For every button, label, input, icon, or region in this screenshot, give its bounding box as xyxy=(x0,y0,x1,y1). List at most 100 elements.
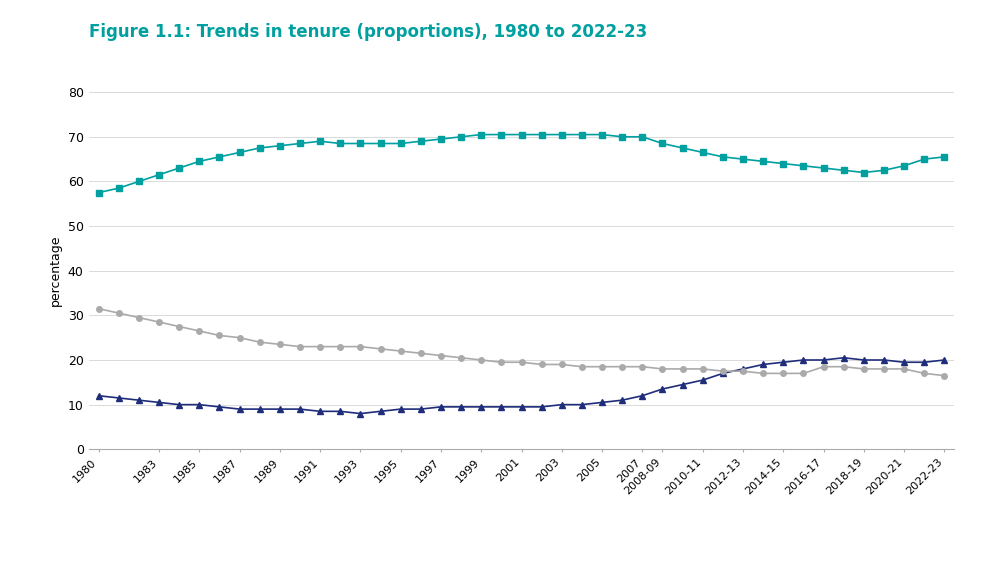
all owner occupiers xyxy=(697,149,708,156)
social renters xyxy=(92,305,104,312)
all owner occupiers xyxy=(858,169,870,176)
social renters xyxy=(496,359,508,366)
private renters xyxy=(496,403,508,410)
private renters xyxy=(656,385,668,392)
social renters xyxy=(616,363,628,370)
all owner occupiers xyxy=(314,138,326,145)
social renters xyxy=(858,366,870,373)
all owner occupiers xyxy=(133,178,145,185)
all owner occupiers xyxy=(92,189,104,196)
private renters xyxy=(596,399,608,406)
all owner occupiers xyxy=(214,153,225,160)
social renters xyxy=(637,363,648,370)
social renters xyxy=(133,314,145,321)
social renters xyxy=(194,328,206,335)
social renters xyxy=(818,363,830,370)
private renters xyxy=(113,395,125,401)
all owner occupiers xyxy=(837,167,849,174)
private renters xyxy=(616,397,628,404)
social renters xyxy=(274,341,285,348)
all owner occupiers xyxy=(637,133,648,140)
social renters xyxy=(758,370,769,377)
all owner occupiers xyxy=(677,145,689,151)
private renters xyxy=(939,357,951,363)
all owner occupiers xyxy=(576,131,587,138)
all owner occupiers xyxy=(113,185,125,192)
private renters xyxy=(918,359,930,366)
private renters xyxy=(475,403,487,410)
all owner occupiers xyxy=(818,165,830,172)
all owner occupiers xyxy=(294,140,306,147)
all owner occupiers xyxy=(475,131,487,138)
all owner occupiers xyxy=(154,171,165,178)
private renters xyxy=(737,366,749,373)
all owner occupiers xyxy=(918,156,930,162)
private renters xyxy=(354,410,366,417)
social renters xyxy=(173,323,185,330)
social renters xyxy=(435,352,447,359)
social renters xyxy=(314,343,326,350)
all owner occupiers xyxy=(758,158,769,165)
private renters xyxy=(194,401,206,408)
private renters xyxy=(294,406,306,412)
private renters xyxy=(637,392,648,399)
all owner occupiers xyxy=(516,131,527,138)
Y-axis label: percentage: percentage xyxy=(49,235,62,306)
private renters xyxy=(154,399,165,406)
private renters xyxy=(456,403,467,410)
social renters xyxy=(233,334,245,341)
all owner occupiers xyxy=(616,133,628,140)
social renters xyxy=(475,357,487,363)
all owner occupiers xyxy=(939,153,951,160)
private renters xyxy=(535,403,547,410)
all owner occupiers xyxy=(878,167,890,174)
social renters xyxy=(254,339,266,346)
all owner occupiers xyxy=(194,158,206,165)
private renters xyxy=(516,403,527,410)
all owner occupiers xyxy=(375,140,387,147)
all owner occupiers xyxy=(798,162,810,169)
social renters xyxy=(354,343,366,350)
social renters xyxy=(375,346,387,353)
social renters xyxy=(677,366,689,373)
private renters xyxy=(133,397,145,404)
Line: social renters: social renters xyxy=(95,306,948,378)
social renters xyxy=(596,363,608,370)
private renters xyxy=(556,401,568,408)
all owner occupiers xyxy=(335,140,346,147)
all owner occupiers xyxy=(456,133,467,140)
all owner occupiers xyxy=(556,131,568,138)
private renters xyxy=(415,406,427,412)
social renters xyxy=(717,367,729,374)
private renters xyxy=(898,359,910,366)
private renters xyxy=(92,392,104,399)
all owner occupiers xyxy=(717,153,729,160)
private renters xyxy=(173,401,185,408)
all owner occupiers xyxy=(898,162,910,169)
social renters xyxy=(576,363,587,370)
social renters xyxy=(737,367,749,374)
Text: Figure 1.1: Trends in tenure (proportions), 1980 to 2022-23: Figure 1.1: Trends in tenure (proportion… xyxy=(89,23,646,41)
private renters xyxy=(314,408,326,415)
private renters xyxy=(697,377,708,384)
social renters xyxy=(335,343,346,350)
social renters xyxy=(516,359,527,366)
private renters xyxy=(254,406,266,412)
all owner occupiers xyxy=(173,165,185,172)
private renters xyxy=(576,401,587,408)
all owner occupiers xyxy=(737,156,749,162)
all owner occupiers xyxy=(535,131,547,138)
social renters xyxy=(294,343,306,350)
social renters xyxy=(154,319,165,325)
private renters xyxy=(375,408,387,415)
private renters xyxy=(335,408,346,415)
private renters xyxy=(878,357,890,363)
social renters xyxy=(798,370,810,377)
social renters xyxy=(898,366,910,373)
all owner occupiers xyxy=(354,140,366,147)
private renters xyxy=(214,403,225,410)
all owner occupiers xyxy=(777,160,789,167)
private renters xyxy=(435,403,447,410)
social renters xyxy=(939,372,951,379)
all owner occupiers xyxy=(596,131,608,138)
